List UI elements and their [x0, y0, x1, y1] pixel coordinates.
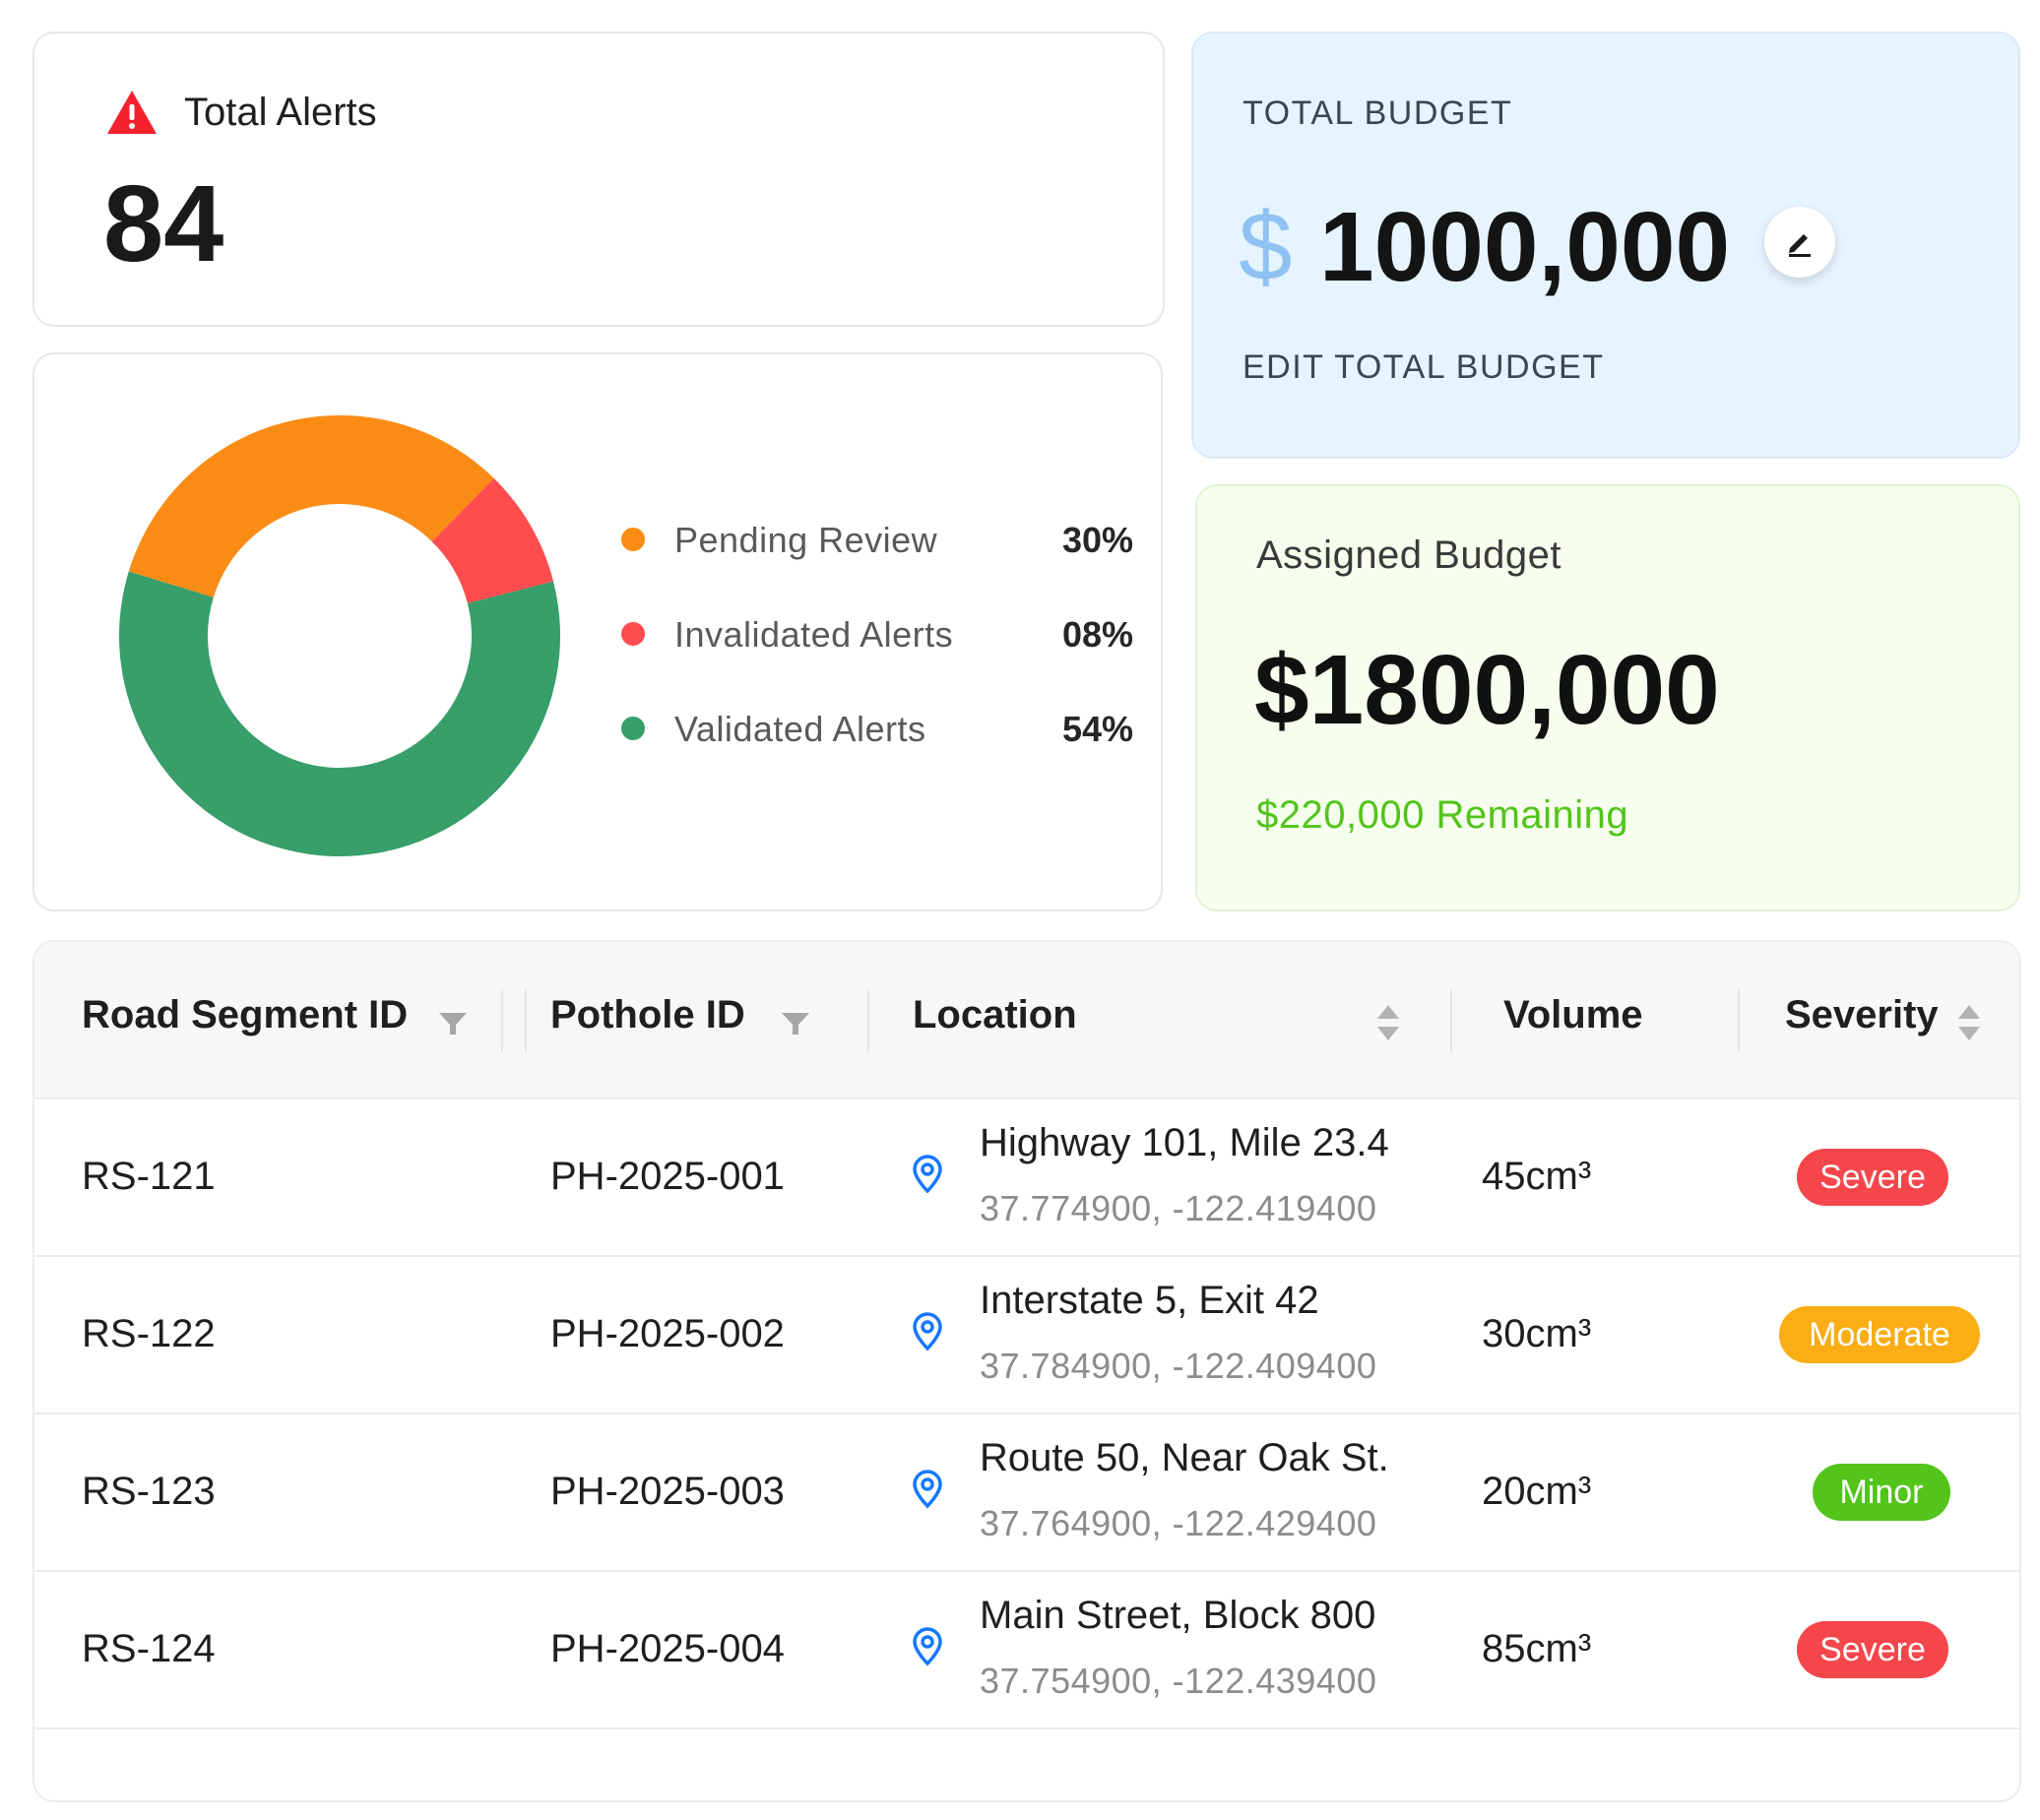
severity-badge: Severe — [1797, 1149, 1948, 1206]
pothole-id: PH-2025-003 — [550, 1470, 785, 1513]
legend-item: Invalidated Alerts 08% — [621, 604, 1133, 663]
total-budget-amount: 1000,000 — [1319, 192, 1731, 302]
total-alerts-count: 84 — [103, 163, 224, 284]
sort-icon[interactable] — [1375, 1003, 1401, 1042]
table-row[interactable]: RS-121 PH-2025-001 Highway 101, Mile 23.… — [34, 1098, 2019, 1257]
legend-dot — [621, 622, 645, 646]
table-row[interactable]: RS-122 PH-2025-002 Interstate 5, Exit 42… — [34, 1255, 2019, 1414]
edit-budget-button[interactable] — [1764, 207, 1835, 278]
legend-item: Pending Review 30% — [621, 510, 1133, 569]
volume-value: 45cm³ — [1482, 1155, 1592, 1198]
legend-percent: 54% — [1061, 709, 1133, 749]
assigned-budget-amount: $1800,000 — [1254, 635, 1720, 745]
location-pin-icon — [913, 1627, 942, 1666]
assigned-budget-title: Assigned Budget — [1256, 533, 1562, 577]
legend-percent: 08% — [1061, 614, 1133, 655]
total-budget-card: TOTAL BUDGET $ 1000,000 EDIT TOTAL BUDGE… — [1191, 31, 2020, 459]
location-coordinates: 37.754900, -122.439400 — [980, 1661, 1377, 1701]
road-segment-id: RS-124 — [82, 1627, 216, 1670]
location-pin-icon — [913, 1155, 942, 1194]
legend-percent: 30% — [1061, 520, 1133, 560]
pothole-id: PH-2025-001 — [550, 1155, 785, 1198]
column-header-pothole-id[interactable]: Pothole ID — [550, 993, 745, 1036]
volume-value: 20cm³ — [1482, 1470, 1592, 1513]
filter-icon[interactable] — [781, 1011, 810, 1036]
filter-icon[interactable] — [438, 1011, 468, 1036]
potholes-table: Road Segment ID Pothole ID Location Volu… — [32, 940, 2021, 1802]
total-alerts-card: Total Alerts 84 — [32, 31, 1165, 327]
legend-item: Validated Alerts 54% — [621, 699, 1133, 758]
total-alerts-title: Total Alerts — [184, 91, 377, 134]
location-name: Highway 101, Mile 23.4 — [980, 1121, 1389, 1164]
warning-icon — [107, 91, 157, 134]
donut-slice-validated-alerts — [119, 571, 560, 856]
severity-badge: Severe — [1797, 1621, 1948, 1678]
assigned-budget-card: Assigned Budget $1800,000 $220,000 Remai… — [1195, 484, 2020, 911]
location-name: Route 50, Near Oak St. — [980, 1436, 1389, 1479]
severity-badge: Moderate — [1779, 1306, 1980, 1363]
location-coordinates: 37.784900, -122.409400 — [980, 1346, 1377, 1386]
location-name: Main Street, Block 800 — [980, 1594, 1376, 1637]
remaining-budget: $220,000 Remaining — [1256, 793, 1629, 837]
pothole-id: PH-2025-004 — [550, 1627, 785, 1670]
volume-value: 85cm³ — [1482, 1627, 1592, 1670]
location-name: Interstate 5, Exit 42 — [980, 1279, 1319, 1322]
legend-label: Invalidated Alerts — [674, 614, 954, 655]
volume-value: 30cm³ — [1482, 1312, 1592, 1355]
road-segment-id: RS-121 — [82, 1155, 216, 1198]
alerts-donut-chart — [119, 415, 560, 856]
location-coordinates: 37.764900, -122.429400 — [980, 1503, 1377, 1543]
legend-label: Pending Review — [674, 520, 938, 560]
donut-slice-invalidated-alerts — [431, 477, 554, 603]
table-row[interactable]: RS-124 PH-2025-004 Main Street, Block 80… — [34, 1570, 2019, 1729]
pothole-id: PH-2025-002 — [550, 1312, 785, 1355]
location-pin-icon — [913, 1312, 942, 1351]
currency-symbol: $ — [1239, 192, 1293, 300]
location-coordinates: 37.774900, -122.419400 — [980, 1188, 1377, 1228]
legend-label: Validated Alerts — [674, 709, 926, 749]
column-header-location[interactable]: Location — [913, 993, 1077, 1036]
severity-badge: Minor — [1813, 1464, 1950, 1521]
sort-icon[interactable] — [1956, 1003, 1982, 1042]
legend-dot — [621, 528, 645, 551]
table-row[interactable]: RS-123 PH-2025-003 Route 50, Near Oak St… — [34, 1412, 2019, 1572]
column-header-severity[interactable]: Severity — [1785, 993, 1939, 1036]
column-header-road-segment-id[interactable]: Road Segment ID — [82, 993, 409, 1036]
legend-dot — [621, 717, 645, 740]
table-header: Road Segment ID Pothole ID Location Volu… — [34, 942, 2019, 1099]
donut-slice-pending-review — [128, 415, 494, 597]
location-pin-icon — [913, 1470, 942, 1509]
alerts-breakdown-card: Pending Review 30% Invalidated Alerts 08% Va… — [32, 352, 1163, 911]
total-budget-caption: TOTAL BUDGET — [1243, 94, 1513, 132]
pencil-icon — [1789, 234, 1811, 257]
road-segment-id: RS-123 — [82, 1470, 216, 1513]
column-header-volume[interactable]: Volume — [1503, 993, 1643, 1036]
road-segment-id: RS-122 — [82, 1312, 216, 1355]
edit-total-budget-link[interactable]: EDIT TOTAL BUDGET — [1243, 348, 1605, 386]
